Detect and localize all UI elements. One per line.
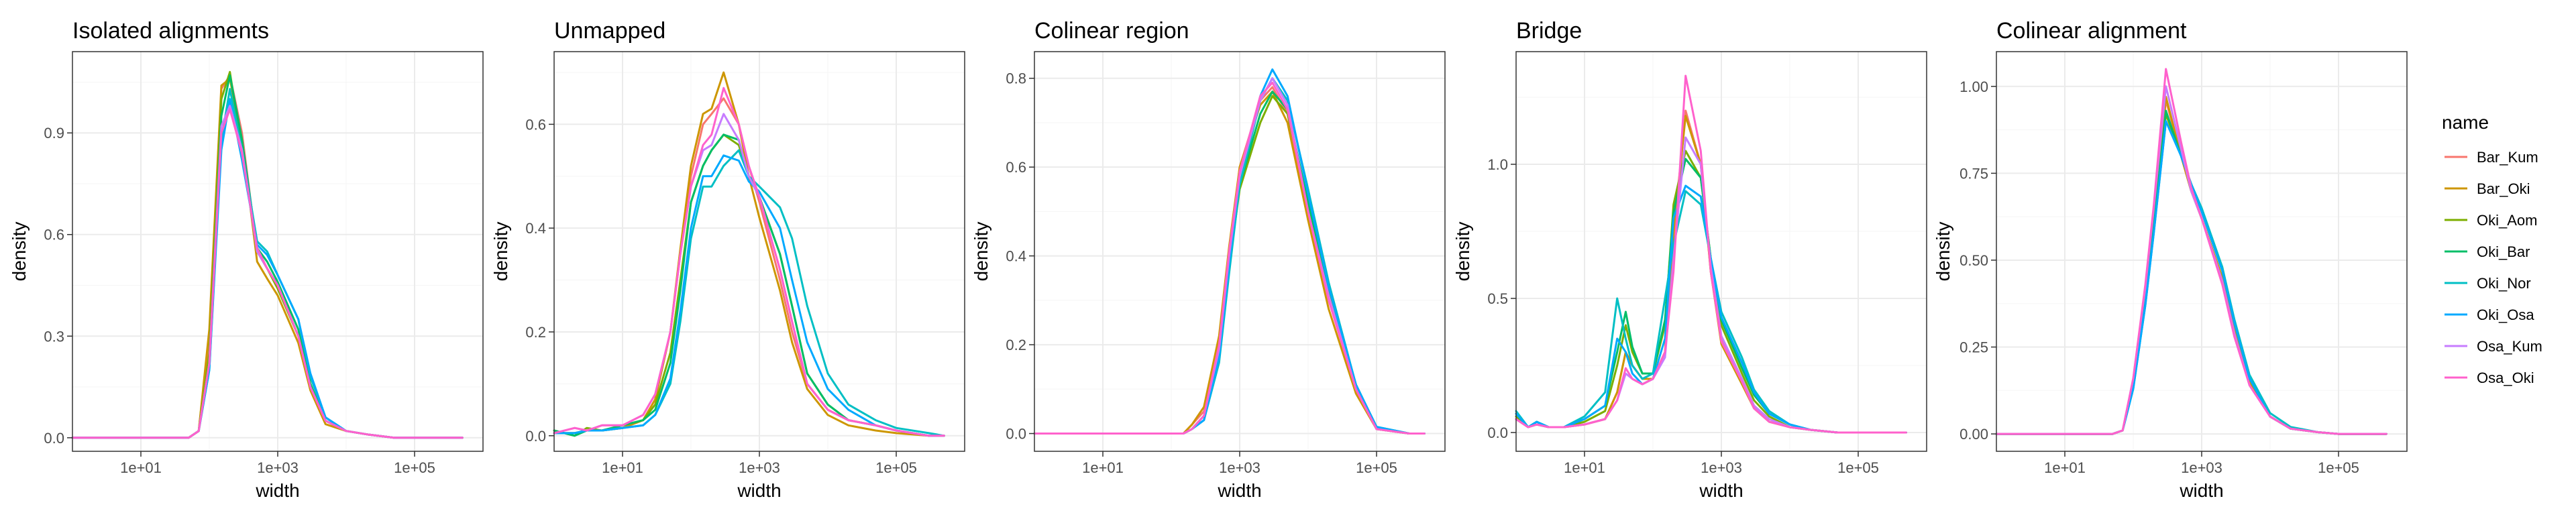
y-tick-label: 0.6 <box>1006 159 1026 176</box>
y-axis-title: density <box>9 222 30 282</box>
series-line-oki-aom <box>1515 150 1907 434</box>
y-tick-label: 0.6 <box>44 227 64 243</box>
panel-title: Colinear region <box>1034 18 1189 44</box>
series-line-bar-kum <box>553 97 945 437</box>
panel-5: 1e+01 1e+03 1e+05 0.00 0.25 0.50 0.75 1.00 Colin… <box>1933 18 2408 501</box>
series-line-oki-osa <box>1515 184 1907 434</box>
panel-3: 1e+01 1e+03 1e+05 0.0 0.2 0.4 0.6 0.8 Colinear r… <box>971 18 1446 501</box>
y-tick-label: 0.0 <box>1006 426 1026 443</box>
x-tick-label: 1e+05 <box>875 459 917 476</box>
x-tick-label: 1e+05 <box>2318 459 2359 476</box>
x-axis-title: width <box>1217 480 1261 501</box>
x-tick-label: 1e+03 <box>257 459 299 476</box>
legend-item-oki-nor: Oki_Nor <box>2445 275 2531 292</box>
series-line-osa-kum <box>553 113 945 437</box>
series-line-oki-osa <box>553 154 945 437</box>
legend-label: Oki_Aom <box>2477 212 2537 229</box>
series-line-oki-osa <box>1995 120 2387 435</box>
series-line-osa-oki <box>71 108 464 439</box>
legend-item-bar-oki: Bar_Oki <box>2445 180 2530 197</box>
legend-item-osa-kum: Osa_Kum <box>2445 338 2542 355</box>
x-tick-label: 1e+05 <box>394 459 435 476</box>
y-tick-label: 0.0 <box>44 430 64 447</box>
legend-label: Oki_Osa <box>2477 306 2534 323</box>
x-tick-label: 1e+03 <box>2181 459 2222 476</box>
y-tick-label: 0.75 <box>1960 165 1988 182</box>
x-tick-label: 1e+03 <box>1701 459 1742 476</box>
x-tick-label: 1e+05 <box>1837 459 1879 476</box>
legend-label: Bar_Kum <box>2477 149 2538 166</box>
y-tick-label: 0.8 <box>1006 70 1026 87</box>
legend-label: Osa_Oki <box>2477 369 2534 386</box>
y-axis-title: density <box>1452 222 1473 282</box>
series-line-bar-kum <box>1995 99 2387 435</box>
x-tick-label: 1e+05 <box>1356 459 1397 476</box>
y-tick-label: 0.50 <box>1960 252 1988 269</box>
series-line-oki-nor <box>1515 190 1907 434</box>
panel-2: 1e+01 1e+03 1e+05 0.0 0.2 0.4 0.6 Unmapped width… <box>490 18 965 501</box>
y-tick-label: 0.5 <box>1487 290 1508 307</box>
y-tick-label: 1.00 <box>1960 78 1988 95</box>
series-line-oki-nor <box>1995 120 2387 435</box>
x-axis-title: width <box>737 480 781 501</box>
panels-group: 1e+01 1e+03 1e+05 0.0 0.3 0.6 0.9 Isolated alig… <box>9 18 2408 501</box>
series-line-osa-oki <box>1515 74 1907 434</box>
x-tick-label: 1e+01 <box>602 459 643 476</box>
legend-title: name <box>2442 112 2489 133</box>
y-tick-label: 0.4 <box>525 220 546 237</box>
legend-label: Osa_Kum <box>2477 338 2542 355</box>
legend-item-osa-oki: Osa_Oki <box>2445 369 2534 386</box>
series-line-bar-oki <box>1995 95 2387 435</box>
legend-label: Bar_Oki <box>2477 180 2530 197</box>
x-tick-label: 1e+03 <box>739 459 780 476</box>
panel-4: 1e+01 1e+03 1e+05 0.0 0.5 1.0 Bridge width densi… <box>1452 18 1927 501</box>
y-tick-label: 0.00 <box>1960 426 1988 443</box>
legend-item-oki-bar: Oki_Bar <box>2445 243 2530 260</box>
x-tick-label: 1e+01 <box>120 459 162 476</box>
y-tick-label: 0.3 <box>44 328 64 345</box>
y-axis-title: density <box>1933 222 1953 282</box>
y-tick-label: 0.0 <box>525 428 546 445</box>
y-tick-label: 0.6 <box>525 116 546 133</box>
y-tick-label: 0.9 <box>44 125 64 141</box>
series-line-osa-oki <box>553 87 945 437</box>
x-axis-title: width <box>2179 480 2223 501</box>
legend-label: Oki_Nor <box>2477 275 2531 292</box>
series-line-oki-bar <box>1995 109 2387 435</box>
series-line-osa-kum <box>71 105 464 439</box>
panel-title: Isolated alignments <box>72 18 269 44</box>
y-axis-title: density <box>971 222 991 282</box>
series-line-osa-oki <box>1033 81 1426 435</box>
x-tick-label: 1e+01 <box>2044 459 2086 476</box>
panel-1: 1e+01 1e+03 1e+05 0.0 0.3 0.6 0.9 Isolated alig… <box>9 18 484 501</box>
panel-title: Colinear alignment <box>1996 18 2187 44</box>
series-line-oki-nor <box>553 149 945 437</box>
panel-title: Bridge <box>1516 18 1582 44</box>
series-line-oki-bar <box>1515 158 1907 434</box>
legend: name Bar_Kum Bar_Oki Oki_Aom Oki_Bar Oki_Nor O… <box>2442 112 2542 386</box>
y-tick-label: 0.2 <box>1006 337 1026 353</box>
x-tick-label: 1e+01 <box>1082 459 1124 476</box>
legend-item-oki-aom: Oki_Aom <box>2445 212 2537 229</box>
y-axis-title: density <box>490 222 511 282</box>
x-axis-title: width <box>255 480 299 501</box>
series-line-osa-oki <box>1995 68 2387 435</box>
series-line-bar-oki <box>553 71 945 437</box>
y-tick-label: 0.25 <box>1960 339 1988 356</box>
y-tick-label: 0.0 <box>1487 424 1508 441</box>
y-tick-label: 0.2 <box>525 324 546 341</box>
y-tick-label: 0.4 <box>1006 248 1026 265</box>
legend-item-oki-osa: Oki_Osa <box>2445 306 2534 323</box>
legend-item-bar-kum: Bar_Kum <box>2445 149 2538 166</box>
panel-title: Unmapped <box>554 18 665 44</box>
x-axis-title: width <box>1699 480 1743 501</box>
legend-label: Oki_Bar <box>2477 243 2530 260</box>
x-tick-label: 1e+03 <box>1219 459 1260 476</box>
y-tick-label: 1.0 <box>1487 156 1508 173</box>
series-line-osa-kum <box>1515 136 1907 434</box>
series-line-oki-aom <box>1995 113 2387 435</box>
x-tick-label: 1e+01 <box>1564 459 1605 476</box>
